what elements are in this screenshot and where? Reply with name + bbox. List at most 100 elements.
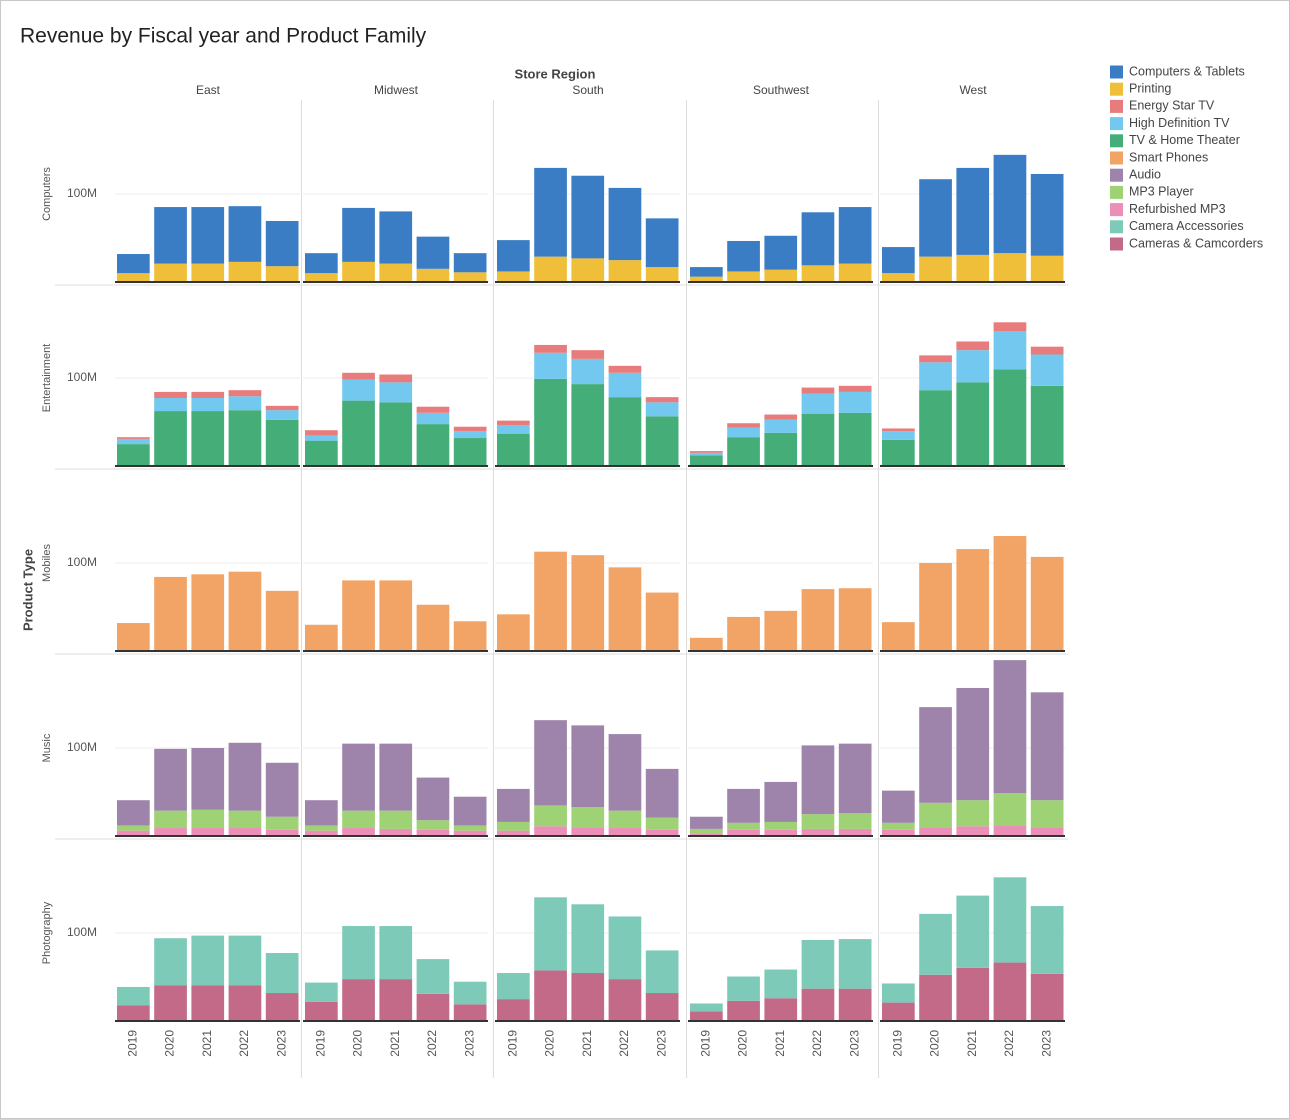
- bar-segment: [117, 825, 150, 831]
- bar-segment: [801, 589, 835, 650]
- bar-segment: [645, 829, 679, 835]
- x-tick-label: 2022: [810, 1030, 824, 1057]
- x-tick-label: 2023: [847, 1030, 861, 1057]
- bar-segment: [608, 260, 642, 281]
- bar-segment: [228, 206, 262, 262]
- bar-segment: [882, 822, 915, 830]
- bar-segment: [305, 1001, 338, 1020]
- bar-segment: [571, 350, 605, 359]
- bar-segment: [993, 793, 1027, 826]
- bar-segment: [764, 781, 798, 822]
- bar-segment: [645, 993, 679, 1020]
- bar-segment: [379, 374, 413, 383]
- bar-segment: [764, 998, 798, 1020]
- bar-segment: [727, 822, 760, 830]
- bar-segment: [608, 567, 642, 650]
- bar-segment: [571, 725, 605, 808]
- bar-segment: [1030, 906, 1064, 974]
- bar-segment: [416, 424, 450, 465]
- bar-segment: [882, 790, 915, 823]
- bar-segment: [645, 397, 679, 403]
- bar-segment: [305, 830, 338, 835]
- bar-segment: [645, 416, 679, 465]
- bar-segment: [117, 437, 150, 439]
- bar-segment: [882, 622, 915, 650]
- x-tick-label: 2023: [654, 1030, 668, 1057]
- x-tick-label: 2019: [891, 1030, 905, 1057]
- bar-segment: [956, 800, 990, 827]
- bar-segment: [801, 828, 835, 835]
- bar-segment: [416, 406, 450, 413]
- bar-segment: [956, 895, 990, 968]
- bar-segment: [993, 962, 1027, 1020]
- bar-segment: [228, 810, 262, 829]
- bar-segment: [117, 273, 150, 281]
- bar-segment: [764, 235, 798, 270]
- bar-segment: [1030, 556, 1064, 650]
- bar-segment: [608, 365, 642, 373]
- bar-segment: [919, 913, 952, 975]
- bar-segment: [265, 953, 299, 994]
- bar-segment: [228, 935, 262, 986]
- bar-segment: [342, 400, 375, 465]
- bar-segment: [416, 268, 450, 281]
- bar-segment: [645, 267, 679, 281]
- bar-segment: [801, 265, 835, 281]
- bar-segment: [690, 276, 723, 281]
- legend-swatch: [1110, 185, 1123, 199]
- bar-segment: [608, 979, 642, 1020]
- bar-segment: [117, 1005, 150, 1020]
- bar-segment: [416, 604, 450, 650]
- bar-segment: [228, 828, 262, 835]
- bar-segment: [379, 828, 413, 835]
- bar-segment: [154, 398, 187, 412]
- legend-swatch: [1110, 134, 1123, 148]
- bar-segment: [342, 261, 375, 281]
- bar-segment: [882, 273, 915, 281]
- bar-segment: [838, 813, 872, 829]
- x-tick-label: 2021: [965, 1030, 979, 1057]
- bar-segment: [1030, 692, 1064, 801]
- bar-segment: [801, 393, 835, 414]
- bar-segment: [265, 405, 299, 411]
- bar-segment: [919, 362, 952, 391]
- legend-label: TV & Home Theater: [1129, 133, 1240, 147]
- bar-segment: [154, 810, 187, 829]
- bar-segment: [764, 432, 798, 465]
- bar-segment: [882, 983, 915, 1003]
- x-tick-label: 2020: [543, 1030, 557, 1057]
- bar-segment: [608, 397, 642, 465]
- column-title: Store Region: [515, 66, 596, 81]
- bar-segment: [453, 272, 487, 281]
- bar-segment: [265, 410, 299, 420]
- bar-segment: [571, 827, 605, 835]
- bar-segment: [497, 999, 530, 1020]
- bar-segment: [882, 247, 915, 274]
- bar-segment: [882, 1002, 915, 1020]
- bar-segment: [154, 938, 187, 986]
- bar-segment: [453, 621, 487, 650]
- bar-segment: [453, 426, 487, 432]
- legend-label: Smart Phones: [1129, 150, 1208, 164]
- bar-segment: [154, 391, 187, 399]
- bar-segment: [764, 269, 798, 281]
- bar-segment: [801, 387, 835, 394]
- x-tick-label: 2020: [736, 1030, 750, 1057]
- bar-segment: [727, 788, 760, 823]
- bar-segment: [993, 536, 1027, 650]
- bar-segment: [497, 424, 530, 434]
- bar-segment: [228, 742, 262, 811]
- bar-segment: [534, 826, 567, 835]
- bar-segment: [305, 825, 338, 831]
- bar-segment: [727, 423, 760, 428]
- legend-swatch: [1110, 65, 1123, 79]
- bar-segment: [1030, 973, 1064, 1020]
- bar-segment: [801, 413, 835, 465]
- bar-segment: [1030, 354, 1064, 386]
- bar-segment: [497, 788, 530, 822]
- bar-segment: [571, 555, 605, 650]
- x-tick-label: 2023: [462, 1030, 476, 1057]
- bar-segment: [727, 976, 760, 1001]
- bar-segment: [154, 828, 187, 835]
